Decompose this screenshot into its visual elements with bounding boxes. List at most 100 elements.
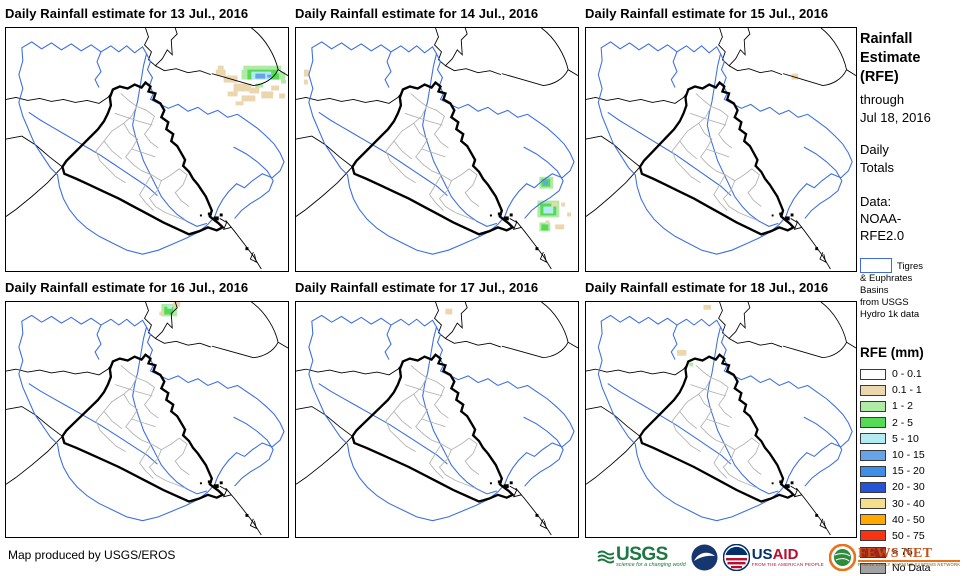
rfe-legend-label: No Data — [892, 562, 931, 575]
usgs-logo-tagline: science for a changing world — [616, 562, 686, 568]
map-canvas — [296, 302, 578, 537]
map-frame — [295, 27, 579, 272]
fews-net-icon — [828, 543, 856, 571]
rfe-legend-swatch — [860, 530, 886, 542]
panel-title: Daily Rainfall estimate for 14 Jul., 201… — [295, 6, 539, 21]
rainfall-patches — [676, 304, 712, 367]
usaid-aid: AID — [772, 545, 799, 563]
rfe-legend-swatch — [860, 400, 886, 412]
map-canvas — [6, 28, 288, 271]
usaid-logo: USAID FROM THE AMERICAN PEOPLE — [722, 543, 824, 571]
rfe-legend-row: 40 - 50 — [860, 512, 965, 528]
rfe-legend-label: 0 - 0.1 — [892, 368, 922, 381]
basin-legend-label: Hydro 1k data — [860, 309, 920, 320]
sidebar: Rainfall Estimate (RFE) through Jul 18, … — [860, 30, 965, 576]
rfe-legend-row: 1 - 2 — [860, 398, 965, 414]
footer-caption: Map produced by USGS/EROS — [8, 548, 176, 562]
rfe-legend-label: 30 - 40 — [892, 497, 925, 510]
panel-title: Daily Rainfall estimate for 15 Jul., 201… — [585, 6, 829, 21]
usgs-logo-text: USGS — [616, 544, 668, 565]
rfe-legend-label: 0.1 - 1 — [892, 384, 922, 397]
fews-net-logo: FEWS NET FAMINE EARLY WARNING SYSTEMS NE… — [828, 543, 961, 571]
basin-legend-label: & Euphrates — [860, 273, 913, 284]
end-date: Jul 18, 2016 — [860, 110, 931, 125]
rfe-legend-row: 30 - 40 — [860, 496, 965, 512]
basin-legend: Tigres & Euphrates Basins from USGS Hydr… — [860, 258, 965, 321]
rfe-legend-label: 1 - 2 — [892, 400, 914, 413]
usaid-us: US — [751, 545, 773, 563]
rainfall-patches — [159, 302, 181, 317]
rfe-legend-swatch — [860, 417, 886, 429]
rfe-legend-label: > 75 — [892, 546, 913, 559]
sidebar-period: through Jul 18, 2016 — [860, 91, 965, 127]
map-panel-18jul: Daily Rainfall estimate for 18 Jul., 201… — [585, 276, 857, 538]
map-canvas — [6, 302, 288, 537]
rfe-legend-label: 10 - 15 — [892, 449, 925, 462]
rfe-legend-swatch — [860, 498, 886, 510]
rfe-legend-row: 10 - 15 — [860, 447, 965, 463]
sidebar-title-line: Estimate — [860, 50, 921, 66]
map-frame — [585, 301, 857, 538]
totals-line: Totals — [860, 160, 894, 175]
rainfall-patches — [303, 69, 572, 232]
map-panel-13jul: Daily Rainfall estimate for 13 Jul., 201… — [5, 2, 289, 272]
rfe-legend-swatch — [860, 546, 886, 558]
rfe-legend-swatch — [860, 481, 886, 493]
basin-legend-label: Basins — [860, 285, 889, 296]
usaid-logo-tagline: FROM THE AMERICAN PEOPLE — [751, 561, 824, 567]
noaa-icon — [691, 544, 718, 570]
data-source-line: RFE2.0 — [860, 228, 905, 243]
rfe-legend-swatch — [860, 433, 886, 445]
sidebar-title-line: (RFE) — [860, 69, 899, 85]
totals-label: Daily Totals — [860, 141, 965, 177]
rfe-legend-row: 0.1 - 1 — [860, 382, 965, 398]
rfe-legend-swatch — [860, 384, 886, 396]
rfe-legend-row: 0 - 0.1 — [860, 366, 965, 382]
basin-legend-row: Tigres — [860, 258, 965, 273]
totals-line: Daily — [860, 142, 889, 157]
rfe-legend-label: 40 - 50 — [892, 513, 925, 526]
rfe-legend-swatch — [860, 465, 886, 477]
rainfall-patches — [445, 308, 453, 315]
basin-legend-label: Tigres — [897, 261, 924, 272]
map-panel-16jul: Daily Rainfall estimate for 16 Jul., 201… — [5, 276, 289, 538]
rfe-legend-row: 50 - 75 — [860, 528, 965, 544]
rfe-legend-swatch — [860, 449, 886, 461]
rainfall-patches — [215, 65, 287, 106]
usgs-logo: USGS science for a changing world — [597, 544, 686, 568]
rfe-legend: 0 - 0.1 0.1 - 1 1 - 2 2 - 5 5 - 10 10 - 15 15 … — [860, 366, 965, 576]
rfe-legend-label: 2 - 5 — [892, 416, 914, 429]
panel-title: Daily Rainfall estimate for 16 Jul., 201… — [5, 280, 249, 295]
rfe-legend-swatch — [860, 514, 886, 526]
rfe-legend-label: 5 - 10 — [892, 432, 919, 445]
map-frame — [585, 27, 857, 272]
logo-row: USGS science for a changing world USAID — [597, 541, 961, 573]
rfe-legend-row: 15 - 20 — [860, 463, 965, 479]
rfe-legend-row: 20 - 30 — [860, 479, 965, 495]
noaa-logo — [691, 544, 718, 571]
panel-title: Daily Rainfall estimate for 18 Jul., 201… — [585, 280, 829, 295]
rfe-legend-swatch — [860, 368, 886, 380]
map-canvas — [586, 302, 856, 537]
rainfall-patches — [791, 73, 799, 80]
basin-legend-label: from USGS — [860, 297, 909, 308]
map-panel-15jul: Daily Rainfall estimate for 15 Jul., 201… — [585, 2, 857, 272]
map-frame — [5, 27, 289, 272]
fews-net-logo-text: FEWS NET — [857, 547, 961, 562]
panel-title: Daily Rainfall estimate for 17 Jul., 201… — [295, 280, 539, 295]
data-label: Data: — [860, 194, 892, 209]
map-panel-14jul: Daily Rainfall estimate for 14 Jul., 201… — [295, 2, 579, 272]
sidebar-title: Rainfall Estimate (RFE) — [860, 30, 965, 87]
rfe-legend-label: 50 - 75 — [892, 529, 925, 542]
rfe-legend-label: 15 - 20 — [892, 465, 925, 478]
data-source-line: NOAA- — [860, 211, 902, 226]
rfe-legend-row: > 75 — [860, 544, 965, 560]
map-panel-17jul: Daily Rainfall estimate for 17 Jul., 201… — [295, 276, 579, 538]
usgs-wave-icon — [597, 550, 614, 564]
data-source: Data: NOAA- RFE2.0 — [860, 193, 965, 244]
rfe-legend-row: 2 - 5 — [860, 415, 965, 431]
map-frame — [295, 301, 579, 538]
usaid-logo-text: USAID — [751, 545, 824, 563]
basin-legend-swatch — [860, 258, 892, 273]
